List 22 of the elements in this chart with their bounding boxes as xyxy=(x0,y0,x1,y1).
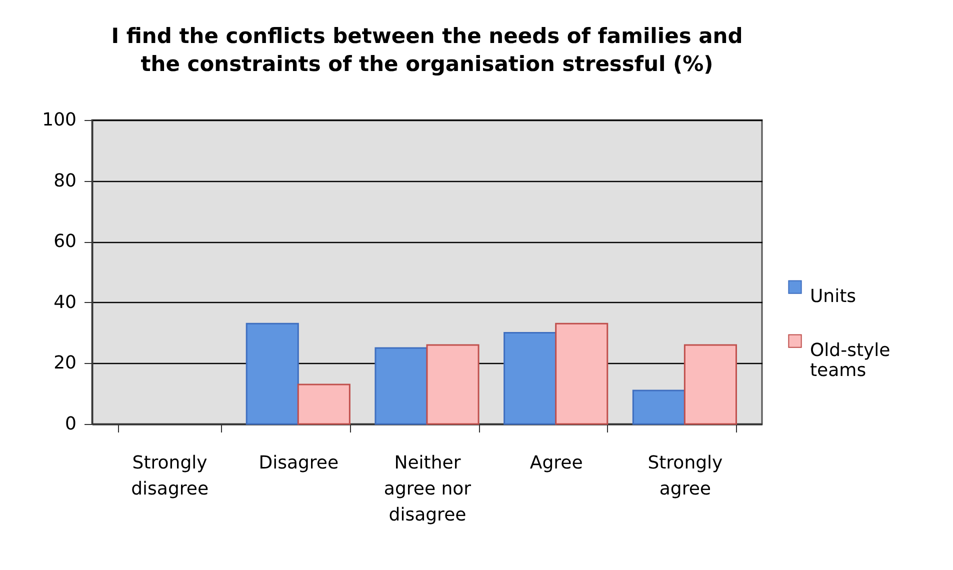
y-tick-label: 60 xyxy=(54,231,76,252)
bar xyxy=(684,344,737,425)
bar xyxy=(426,344,480,425)
y-tick-label: 0 xyxy=(65,414,76,434)
bar xyxy=(297,384,350,425)
bar xyxy=(374,347,428,425)
x-tick-label: Agree xyxy=(530,452,583,474)
y-tick-label: 20 xyxy=(54,352,76,374)
bar xyxy=(246,322,299,425)
legend-label: Units xyxy=(810,286,856,308)
y-tick-label: 80 xyxy=(54,170,76,192)
x-tick-label: Neither agree nor disagree xyxy=(384,452,472,526)
x-tick-label: Disagree xyxy=(258,452,339,474)
bar xyxy=(632,390,686,425)
bar xyxy=(504,332,557,425)
legend-label: Old-style teams xyxy=(810,340,890,382)
x-tick-label: Strongly agree xyxy=(648,452,724,500)
y-tick-label: 40 xyxy=(54,292,76,313)
bar xyxy=(555,322,608,425)
y-tick-label: 100 xyxy=(42,110,76,130)
x-tick-label: Strongly disagree xyxy=(131,452,209,500)
chart-title: I find the conflicts between the needs of families and the constraints of the organisation stressful (%) xyxy=(111,24,743,76)
